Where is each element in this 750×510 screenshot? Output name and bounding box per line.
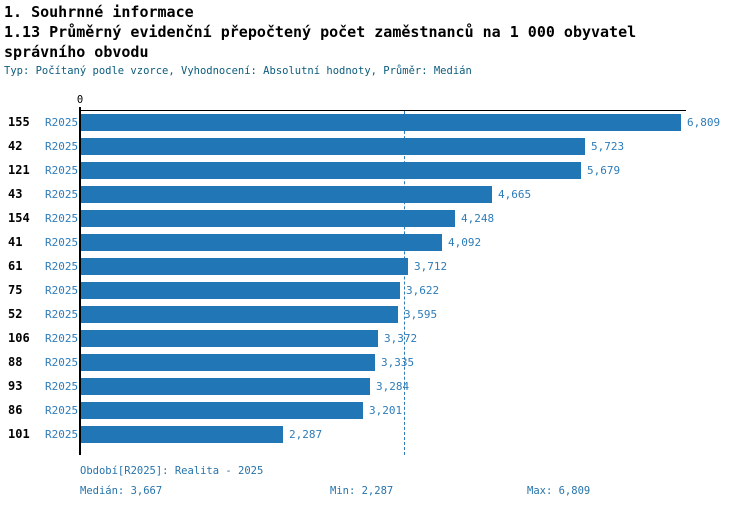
bar-value-label: 3,335 xyxy=(381,356,415,369)
row-series-label: R2025 xyxy=(45,380,79,393)
row-series-label: R2025 xyxy=(45,428,79,441)
bar[interactable] xyxy=(81,354,375,371)
bar[interactable] xyxy=(81,234,442,251)
section-title: 1. Souhrnné informace xyxy=(4,3,194,21)
chart-meta-line: Typ: Počítaný podle vzorce, Vyhodnocení:… xyxy=(4,65,472,77)
bar[interactable] xyxy=(81,330,378,347)
row-category-label: 52 xyxy=(8,307,23,321)
bar-value-label: 3,284 xyxy=(376,380,410,393)
row-category-label: 106 xyxy=(8,331,30,345)
bar[interactable] xyxy=(81,162,581,179)
bar-value-label: 3,201 xyxy=(369,404,403,417)
bar-value-label: 4,248 xyxy=(461,212,495,225)
row-category-label: 75 xyxy=(8,283,23,297)
bar[interactable] xyxy=(81,426,283,443)
row-series-label: R2025 xyxy=(45,404,79,417)
row-category-label: 42 xyxy=(8,139,23,153)
row-category-label: 61 xyxy=(8,259,23,273)
bar[interactable] xyxy=(81,282,400,299)
bar-value-label: 3,712 xyxy=(414,260,448,273)
chart-title: 1.13 Průměrný evidenční přepočtený počet… xyxy=(4,23,637,61)
row-category-label: 155 xyxy=(8,115,30,129)
row-series-label: R2025 xyxy=(45,212,79,225)
bar-value-label: 5,723 xyxy=(591,140,625,153)
row-category-label: 41 xyxy=(8,235,23,249)
bar-value-label: 3,595 xyxy=(404,308,438,321)
y-axis-line xyxy=(79,107,81,455)
bar[interactable] xyxy=(81,186,492,203)
row-series-label: R2025 xyxy=(45,356,79,369)
row-category-label: 88 xyxy=(8,355,23,369)
row-series-label: R2025 xyxy=(45,140,79,153)
row-category-label: 93 xyxy=(8,379,23,393)
bar[interactable] xyxy=(81,138,585,155)
period-label: Období[R2025]: Realita - 2025 xyxy=(80,465,264,477)
row-category-label: 43 xyxy=(8,187,23,201)
bar-value-label: 3,622 xyxy=(406,284,440,297)
bar[interactable] xyxy=(81,114,681,131)
row-category-label: 86 xyxy=(8,403,23,417)
row-series-label: R2025 xyxy=(45,260,79,273)
row-series-label: R2025 xyxy=(45,188,79,201)
bar-value-label: 2,287 xyxy=(289,428,323,441)
max-stat-label: Max: 6,809 xyxy=(527,485,591,497)
row-series-label: R2025 xyxy=(45,236,79,249)
bar[interactable] xyxy=(81,306,398,323)
bar-value-label: 4,092 xyxy=(448,236,482,249)
median-stat-label: Medián: 3,667 xyxy=(80,485,163,497)
bar[interactable] xyxy=(81,402,363,419)
x-axis-line xyxy=(81,110,686,111)
row-series-label: R2025 xyxy=(45,332,79,345)
bar-value-label: 4,665 xyxy=(498,188,532,201)
bar[interactable] xyxy=(81,258,408,275)
median-reference-line xyxy=(404,111,405,455)
row-series-label: R2025 xyxy=(45,164,79,177)
row-series-label: R2025 xyxy=(45,308,79,321)
row-category-label: 101 xyxy=(8,427,30,441)
axis-zero-tick-label: 0 xyxy=(76,94,84,106)
row-category-label: 154 xyxy=(8,211,30,225)
bar-value-label: 5,679 xyxy=(587,164,621,177)
bar-value-label: 3,372 xyxy=(384,332,418,345)
row-series-label: R2025 xyxy=(45,116,79,129)
bar[interactable] xyxy=(81,378,370,395)
min-stat-label: Min: 2,287 xyxy=(330,485,394,497)
bar-value-label: 6,809 xyxy=(687,116,721,129)
row-category-label: 121 xyxy=(8,163,30,177)
row-series-label: R2025 xyxy=(45,284,79,297)
bar[interactable] xyxy=(81,210,455,227)
